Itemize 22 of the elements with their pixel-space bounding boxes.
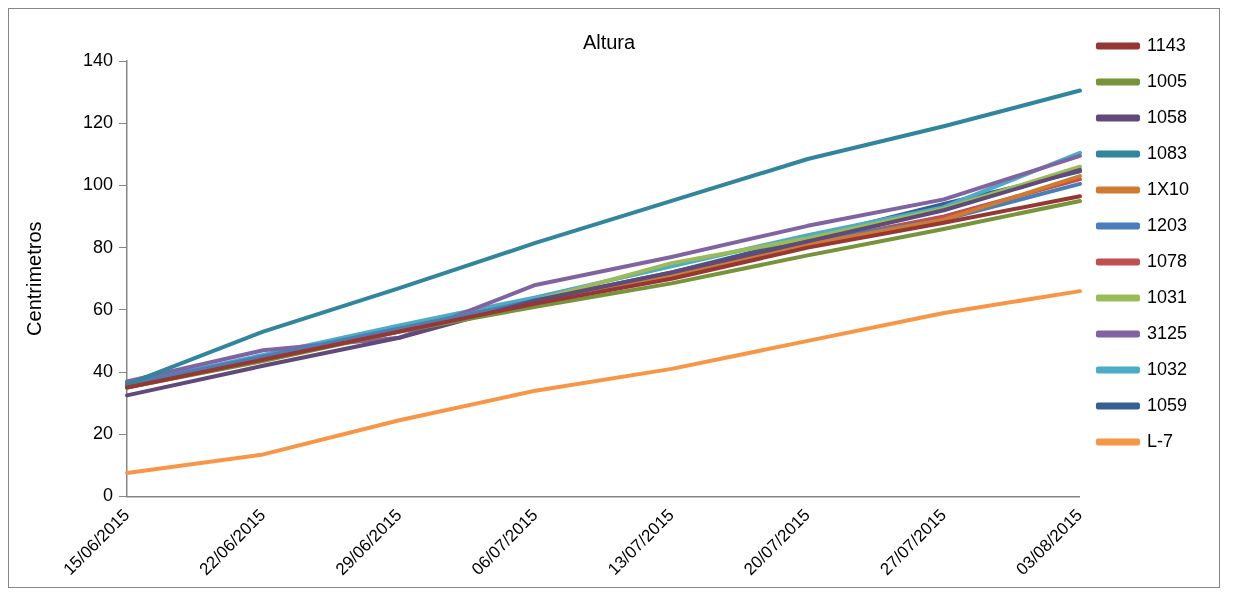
y-tick-label: 120 xyxy=(82,112,114,133)
chart-title: Altura xyxy=(582,30,636,53)
legend-label: 1203 xyxy=(1146,214,1188,235)
legend-label: 3125 xyxy=(1146,322,1188,343)
legend-label: 1083 xyxy=(1146,142,1188,163)
legend-label: 1143 xyxy=(1146,34,1186,55)
legend-label: L-7 xyxy=(1146,430,1173,451)
legend-label: 1X10 xyxy=(1146,178,1190,199)
legend-label: 1078 xyxy=(1146,250,1188,271)
y-tick-label: 40 xyxy=(93,360,114,381)
y-tick-label: 80 xyxy=(93,236,114,257)
legend-label: 1031 xyxy=(1146,286,1188,307)
legend-label: 1059 xyxy=(1146,394,1188,415)
y-tick-label: 20 xyxy=(93,423,114,444)
legend-label: 1005 xyxy=(1146,70,1188,91)
legend-label: 1032 xyxy=(1146,358,1188,379)
y-tick-label: 60 xyxy=(93,298,114,319)
y-tick-label: 100 xyxy=(82,174,114,195)
legend-label: 1058 xyxy=(1146,106,1188,127)
y-axis-title: Centrimetros xyxy=(22,221,45,336)
y-tick-label: 140 xyxy=(82,49,114,70)
y-tick-label: 0 xyxy=(103,485,114,506)
